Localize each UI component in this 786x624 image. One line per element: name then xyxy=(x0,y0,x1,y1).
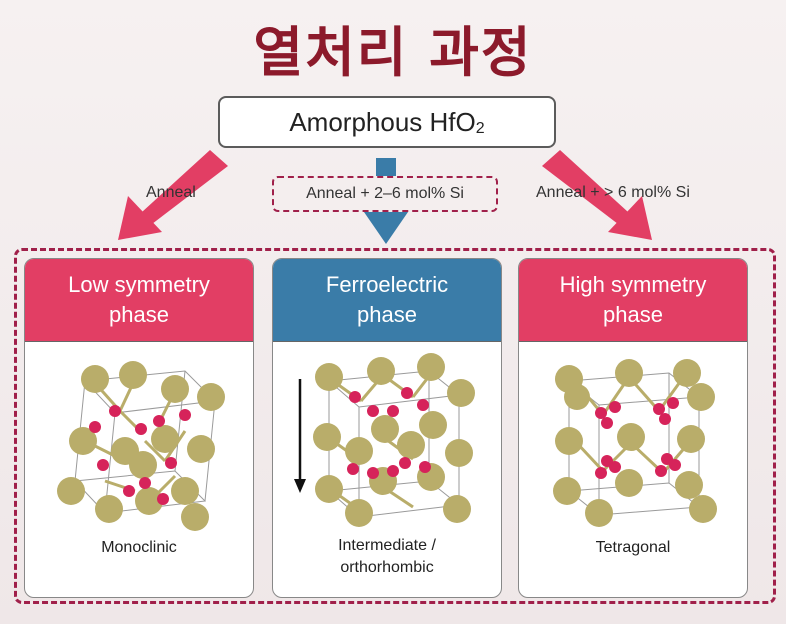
source-material-box: Amorphous HfO 2 xyxy=(218,96,556,148)
phases-dashed-frame xyxy=(14,248,776,604)
path-label-anneal: Anneal xyxy=(146,184,196,201)
page-title: 열처리 과정 xyxy=(253,21,533,84)
down-arrow-icon xyxy=(294,379,306,493)
phase-title: High symmetry phase xyxy=(519,259,747,342)
phase-caption: Tetragonal xyxy=(595,539,671,556)
crystal-structure-monoclinic xyxy=(57,361,225,531)
phase-panel-orthorhombic: Ferroelectric phase Inte xyxy=(272,258,502,598)
phase-title: Ferroelectric phase xyxy=(273,259,501,342)
arrow-right xyxy=(542,150,652,240)
phase-caption: Monoclinic xyxy=(101,539,177,556)
phase-caption: Intermediate / orthorhombic xyxy=(338,537,436,576)
crystal-structure-orthorhombic xyxy=(313,353,475,527)
source-label: Amorphous HfO xyxy=(289,106,476,137)
path-label-si-range: Anneal + 2–6 mol% Si xyxy=(272,176,498,212)
phase-panel-monoclinic: Low symmetry phase Monoclinic xyxy=(24,258,254,598)
arrow-left xyxy=(118,150,228,240)
path-label-si-high: Anneal + > 6 mol% Si xyxy=(536,184,690,201)
source-subscript: 2 xyxy=(475,120,485,137)
crystal-structure-tetragonal xyxy=(553,359,717,527)
phase-panel-tetragonal: High symmetry phase Tetragonal xyxy=(518,258,748,598)
phase-title: Low symmetry phase xyxy=(25,259,253,342)
